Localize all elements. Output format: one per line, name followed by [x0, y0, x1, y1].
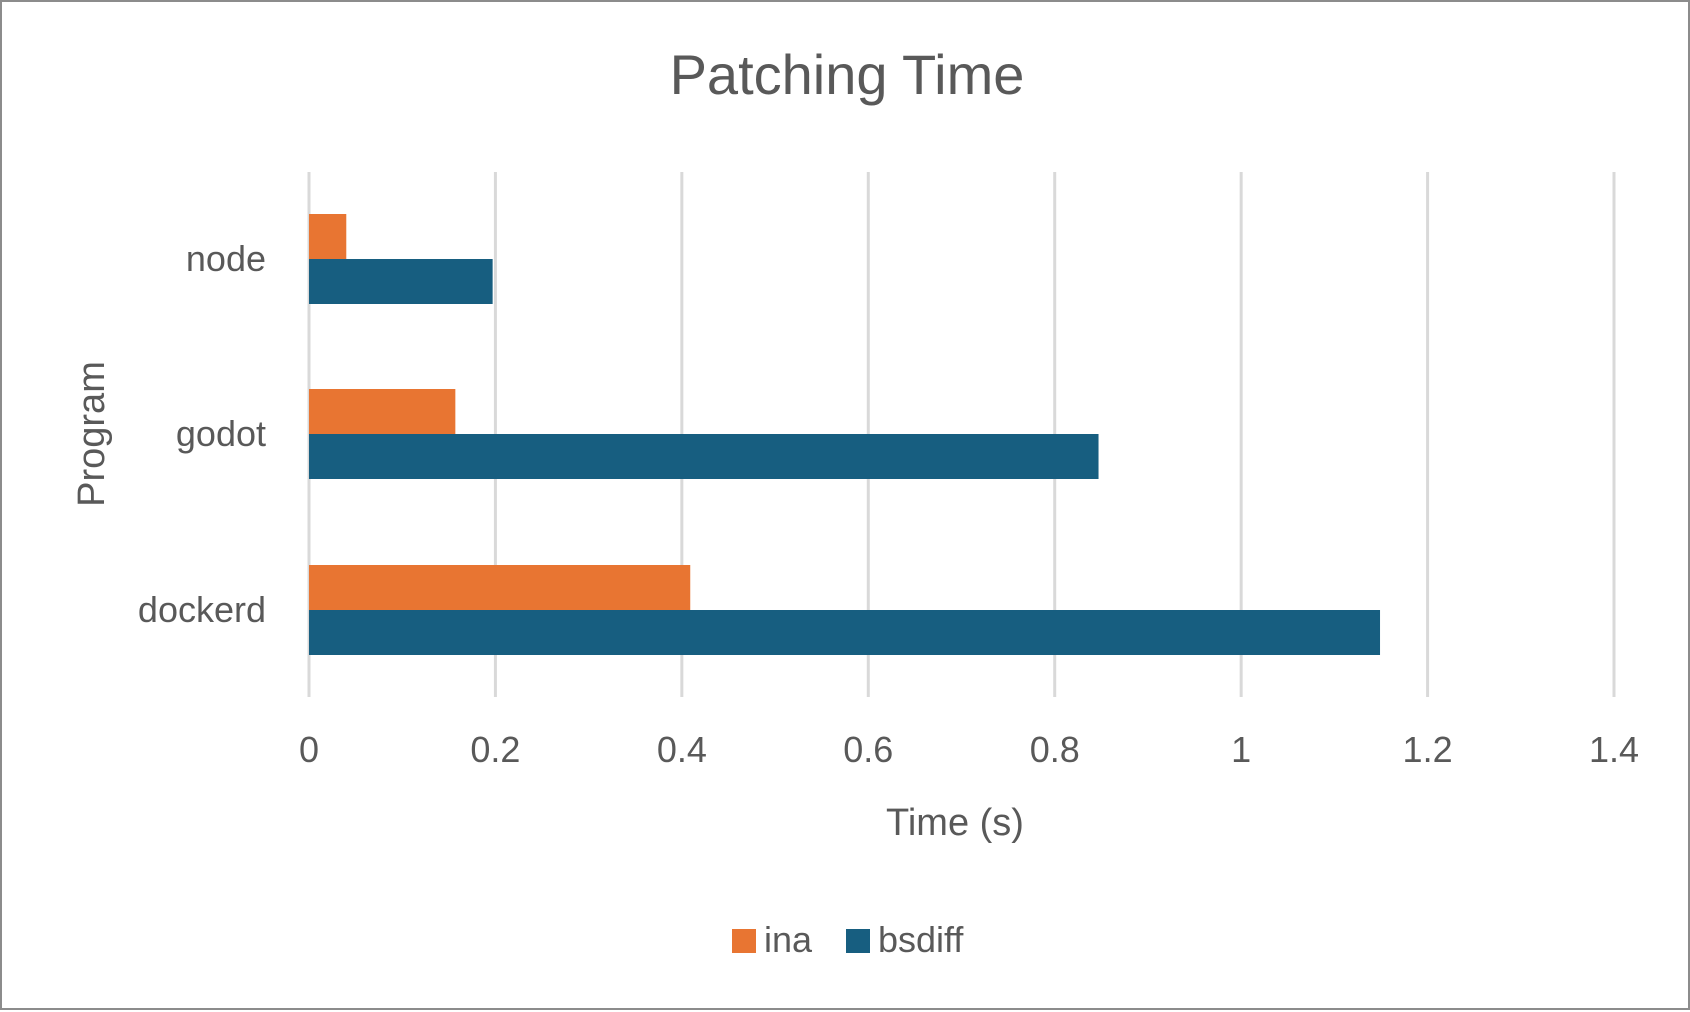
chart-title: Patching Time [670, 43, 1025, 106]
y-axis-title: Program [71, 361, 113, 507]
x-tick-label: 1.4 [1589, 729, 1639, 770]
legend: ina bsdiff [732, 919, 964, 960]
category-labels: node godot dockerd [138, 238, 266, 630]
x-tick-label: 0.2 [470, 729, 520, 770]
bar-bsdiff-godot [309, 434, 1099, 479]
legend-label-ina: ina [764, 919, 813, 960]
x-axis-title: Time (s) [886, 802, 1024, 844]
x-tick-label: 1.2 [1403, 729, 1453, 770]
category-label: node [186, 238, 266, 279]
bar-ina-godot [309, 389, 456, 434]
bar-bsdiff-dockerd [309, 610, 1381, 655]
x-tick-label: 0.8 [1030, 729, 1080, 770]
x-tick-label: 0.4 [657, 729, 707, 770]
bar-ina-node [309, 214, 347, 259]
bars [309, 214, 1381, 655]
x-tick-label: 1 [1231, 729, 1251, 770]
category-label: dockerd [138, 589, 266, 630]
bar-bsdiff-node [309, 259, 493, 304]
x-tick-label: 0.6 [843, 729, 893, 770]
legend-label-bsdiff: bsdiff [878, 919, 964, 960]
x-tick-label: 0 [299, 729, 319, 770]
category-label: godot [176, 413, 266, 454]
legend-swatch-ina [732, 929, 756, 953]
legend-swatch-bsdiff [846, 929, 870, 953]
x-tick-labels: 0 0.2 0.4 0.6 0.8 1 1.2 1.4 [299, 729, 1639, 770]
bar-ina-dockerd [309, 565, 691, 610]
